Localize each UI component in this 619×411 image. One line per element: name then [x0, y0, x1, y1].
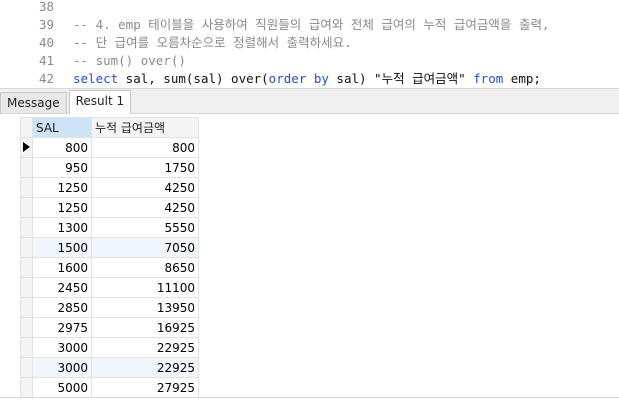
cell[interactable]: 800 — [91, 137, 199, 158]
result-row: 5000 27925 — [20, 377, 199, 398]
header-row: SAL 누적 급여금액 — [20, 117, 199, 138]
column-header[interactable]: 누적 급여금액 — [91, 117, 199, 138]
row-indicator — [20, 357, 33, 378]
cell[interactable]: 13950 — [91, 297, 199, 318]
cell[interactable]: 3000 — [32, 357, 92, 378]
current-row-arrow — [23, 141, 30, 152]
code-text: select sal, sum(sal) over(order by sal) … — [73, 70, 541, 88]
cell[interactable]: 2850 — [32, 297, 92, 318]
corner — [20, 117, 33, 138]
code-token: sal, sum(sal) over( — [118, 71, 269, 86]
result-row: 950 1750 — [20, 157, 199, 178]
code-token: select — [73, 71, 119, 86]
code-token: -- sum() over() — [73, 53, 186, 68]
cell[interactable]: 950 — [32, 157, 92, 178]
cell[interactable]: 5000 — [32, 377, 92, 398]
result-row: 1600 8650 — [20, 257, 199, 278]
code-token: sal) — [328, 71, 375, 86]
result-row: 1250 4250 — [20, 197, 199, 218]
code-token: from — [465, 71, 504, 86]
code-text: -- 단 급여를 오름차순으로 정렬해서 출력하세요. — [73, 34, 352, 52]
result-row: 2450 11100 — [20, 277, 199, 298]
cell[interactable]: 4250 — [91, 197, 199, 218]
result-row: 3000 22925 — [20, 337, 199, 358]
cell[interactable]: 2450 — [32, 277, 92, 298]
tab[interactable]: Message — [0, 92, 67, 113]
row-indicator — [20, 317, 33, 338]
line-number: 39 — [38, 17, 54, 32]
result-row: 2850 13950 — [20, 297, 199, 318]
code-token: "누적 급여금액" — [374, 71, 466, 86]
code-token: emp; — [503, 71, 541, 86]
row-indicator — [20, 377, 33, 398]
cell[interactable]: 1300 — [32, 217, 92, 238]
cell[interactable]: 1750 — [91, 157, 199, 178]
code-token: -- 4. emp 테이블을 사용하여 직원들의 급여와 전체 급여의 누적 급… — [73, 17, 550, 32]
cell[interactable]: 11100 — [91, 277, 199, 298]
line-number: 41 — [38, 53, 54, 68]
row-indicator — [20, 337, 33, 358]
cell[interactable]: 8650 — [91, 257, 199, 278]
row-indicator — [20, 217, 33, 238]
cell[interactable]: 3000 — [32, 337, 92, 358]
cell[interactable]: 22925 — [91, 337, 199, 358]
code-text: -- sum() over() — [73, 52, 186, 70]
line-number: 40 — [38, 35, 54, 50]
code-token: order by — [268, 71, 329, 86]
cell[interactable]: 22925 — [91, 357, 199, 378]
cell[interactable]: 5550 — [91, 217, 199, 238]
result-tabs: Message Result 1 — [0, 88, 619, 114]
row-indicator — [20, 137, 33, 158]
tab[interactable]: Result 1 — [68, 90, 132, 114]
cell[interactable]: 27925 — [91, 377, 199, 398]
cell[interactable]: 1250 — [32, 197, 92, 218]
cell[interactable]: 1250 — [32, 177, 92, 198]
row-indicator — [20, 177, 33, 198]
result-row: 3000 22925 — [20, 357, 199, 378]
column-header[interactable]: SAL — [32, 117, 92, 138]
row-indicator — [20, 237, 33, 258]
result-grid: SAL 누적 급여금액 800 800 950 1750 1250 4250 1250 4250… — [20, 117, 199, 398]
row-indicator — [20, 257, 33, 278]
cell[interactable]: 1600 — [32, 257, 92, 278]
code-text: -- 4. emp 테이블을 사용하여 직원들의 급여와 전체 급여의 누적 급… — [73, 16, 550, 34]
cell[interactable]: 1500 — [32, 237, 92, 258]
row-indicator — [20, 197, 33, 218]
arrow — [23, 141, 30, 152]
result-row: 2975 16925 — [20, 317, 199, 338]
result-row: 800 800 — [20, 137, 199, 158]
cell[interactable]: 16925 — [91, 317, 199, 338]
line-number: 38 — [38, 0, 54, 14]
result-row: 1300 5550 — [20, 217, 199, 238]
cell[interactable]: 2975 — [32, 317, 92, 338]
cell[interactable]: 4250 — [91, 177, 199, 198]
code-token: -- 단 급여를 오름차순으로 정렬해서 출력하세요. — [73, 35, 352, 50]
cell[interactable]: 7050 — [91, 237, 199, 258]
result-row: 1500 7050 — [20, 237, 199, 258]
row-indicator — [20, 277, 33, 298]
row-indicator — [20, 297, 33, 318]
sql-editor[interactable]: 38 39 -- 4. emp 테이블을 사용하여 직원들의 급여와 전체 급여의 … — [0, 0, 619, 88]
cell[interactable]: 800 — [32, 137, 92, 158]
line-number: 42 — [38, 71, 54, 86]
row-indicator — [20, 157, 33, 178]
result-row: 1250 4250 — [20, 177, 199, 198]
status-area — [0, 397, 619, 411]
